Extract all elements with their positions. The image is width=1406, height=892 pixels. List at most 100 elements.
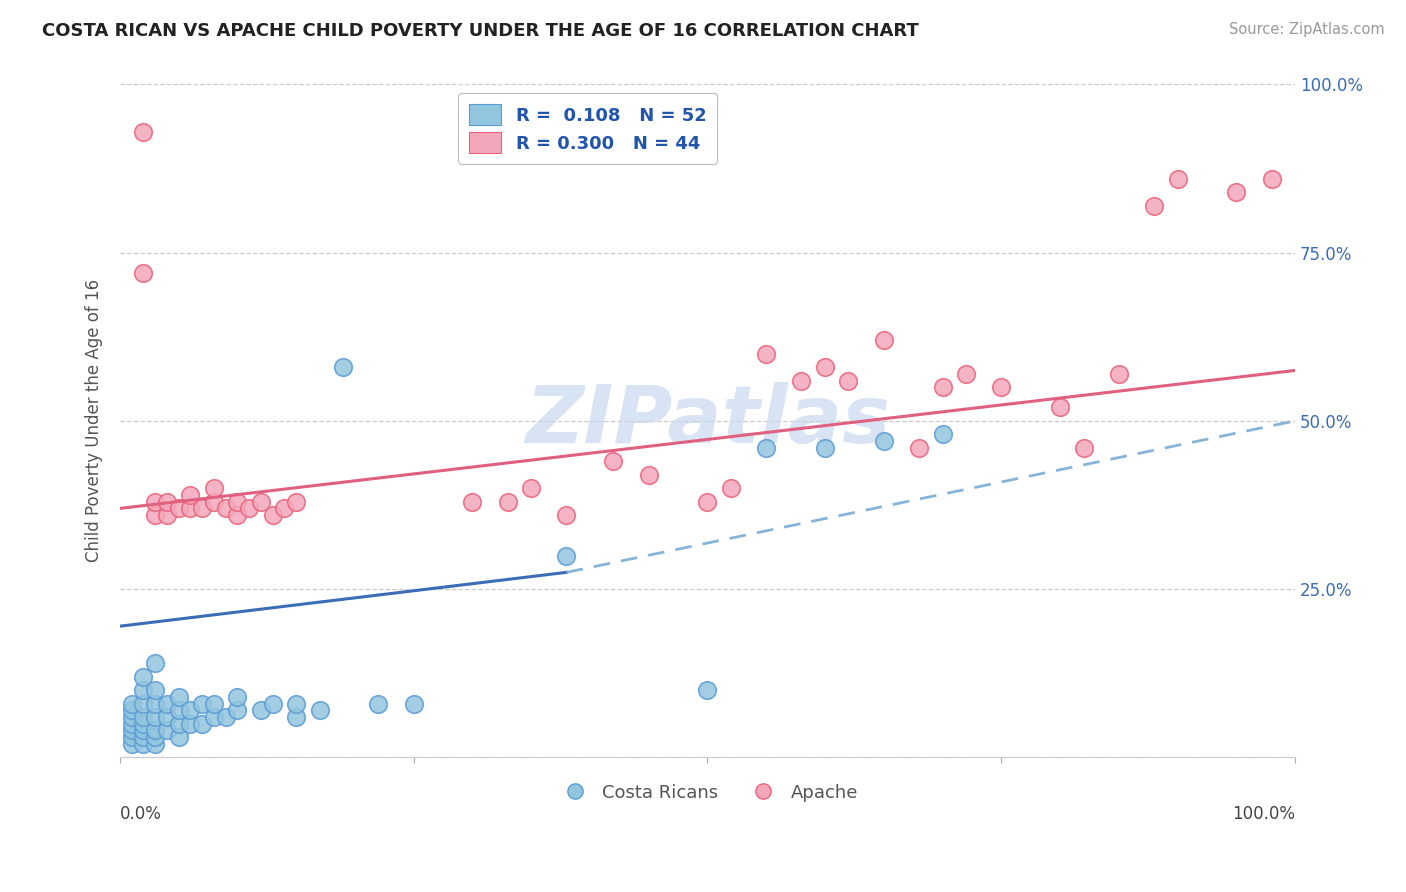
- Point: [167, 690, 190, 704]
- Point: [332, 360, 354, 375]
- Point: [132, 697, 155, 711]
- Point: [121, 703, 143, 717]
- Point: [1049, 401, 1071, 415]
- Point: [179, 488, 201, 502]
- Point: [226, 508, 249, 523]
- Point: [790, 374, 813, 388]
- Point: [156, 508, 179, 523]
- Point: [167, 501, 190, 516]
- Text: 0.0%: 0.0%: [120, 805, 162, 822]
- Point: [143, 508, 166, 523]
- Point: [262, 697, 284, 711]
- Legend: Costa Ricans, Apache: Costa Ricans, Apache: [550, 777, 865, 809]
- Point: [202, 697, 225, 711]
- Point: [121, 716, 143, 731]
- Y-axis label: Child Poverty Under the Age of 16: Child Poverty Under the Age of 16: [86, 279, 103, 563]
- Point: [496, 494, 519, 508]
- Text: COSTA RICAN VS APACHE CHILD POVERTY UNDER THE AGE OF 16 CORRELATION CHART: COSTA RICAN VS APACHE CHILD POVERTY UNDE…: [42, 22, 920, 40]
- Point: [132, 266, 155, 280]
- Point: [202, 481, 225, 495]
- Point: [696, 494, 718, 508]
- Point: [814, 441, 837, 455]
- Point: [179, 501, 201, 516]
- Point: [215, 501, 238, 516]
- Point: [132, 737, 155, 751]
- Text: Source: ZipAtlas.com: Source: ZipAtlas.com: [1229, 22, 1385, 37]
- Point: [202, 710, 225, 724]
- Point: [226, 703, 249, 717]
- Point: [285, 710, 308, 724]
- Point: [143, 723, 166, 738]
- Point: [955, 367, 977, 381]
- Point: [143, 737, 166, 751]
- Point: [191, 697, 214, 711]
- Point: [755, 346, 778, 360]
- Point: [1108, 367, 1130, 381]
- Point: [191, 716, 214, 731]
- Point: [555, 549, 578, 563]
- Point: [167, 730, 190, 744]
- Point: [873, 333, 896, 347]
- Point: [143, 494, 166, 508]
- Point: [132, 710, 155, 724]
- Point: [121, 697, 143, 711]
- Point: [143, 710, 166, 724]
- Point: [143, 697, 166, 711]
- Point: [132, 723, 155, 738]
- Point: [1073, 441, 1095, 455]
- Point: [238, 501, 260, 516]
- Point: [755, 441, 778, 455]
- Point: [202, 494, 225, 508]
- Point: [273, 501, 295, 516]
- Point: [143, 730, 166, 744]
- Point: [132, 670, 155, 684]
- Point: [931, 427, 953, 442]
- Point: [143, 683, 166, 698]
- Point: [555, 508, 578, 523]
- Point: [132, 730, 155, 744]
- Point: [285, 494, 308, 508]
- Point: [121, 730, 143, 744]
- Point: [132, 124, 155, 138]
- Point: [402, 697, 425, 711]
- Point: [121, 710, 143, 724]
- Point: [602, 454, 624, 468]
- Point: [1260, 171, 1282, 186]
- Point: [167, 716, 190, 731]
- Point: [873, 434, 896, 449]
- Point: [143, 656, 166, 670]
- Point: [167, 703, 190, 717]
- Text: ZIPatlas: ZIPatlas: [524, 382, 890, 460]
- Point: [250, 703, 273, 717]
- Point: [179, 703, 201, 717]
- Point: [132, 683, 155, 698]
- Point: [121, 723, 143, 738]
- Point: [156, 697, 179, 711]
- Point: [156, 723, 179, 738]
- Point: [520, 481, 543, 495]
- Point: [814, 360, 837, 375]
- Point: [696, 683, 718, 698]
- Point: [990, 380, 1012, 394]
- Point: [156, 494, 179, 508]
- Point: [215, 710, 238, 724]
- Point: [262, 508, 284, 523]
- Point: [121, 737, 143, 751]
- Point: [226, 690, 249, 704]
- Point: [1225, 185, 1247, 199]
- Point: [191, 501, 214, 516]
- Point: [720, 481, 742, 495]
- Point: [367, 697, 389, 711]
- Point: [637, 467, 659, 482]
- Point: [285, 697, 308, 711]
- Text: 100.0%: 100.0%: [1232, 805, 1295, 822]
- Point: [461, 494, 484, 508]
- Point: [908, 441, 931, 455]
- Point: [837, 374, 859, 388]
- Point: [132, 716, 155, 731]
- Point: [226, 494, 249, 508]
- Point: [1166, 171, 1188, 186]
- Point: [156, 710, 179, 724]
- Point: [1143, 198, 1166, 212]
- Point: [308, 703, 330, 717]
